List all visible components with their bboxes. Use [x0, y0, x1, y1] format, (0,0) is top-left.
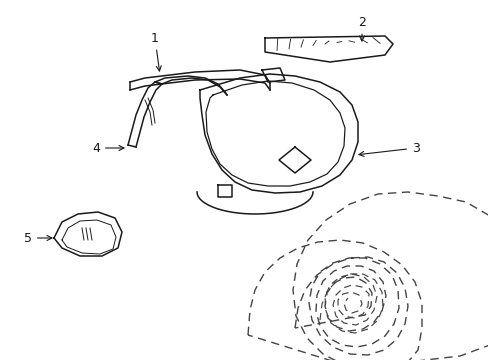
Text: 2: 2 — [357, 15, 365, 41]
Text: 3: 3 — [358, 141, 419, 157]
Text: 4: 4 — [92, 141, 124, 154]
Text: 5: 5 — [24, 231, 52, 244]
Text: 1: 1 — [151, 31, 161, 71]
